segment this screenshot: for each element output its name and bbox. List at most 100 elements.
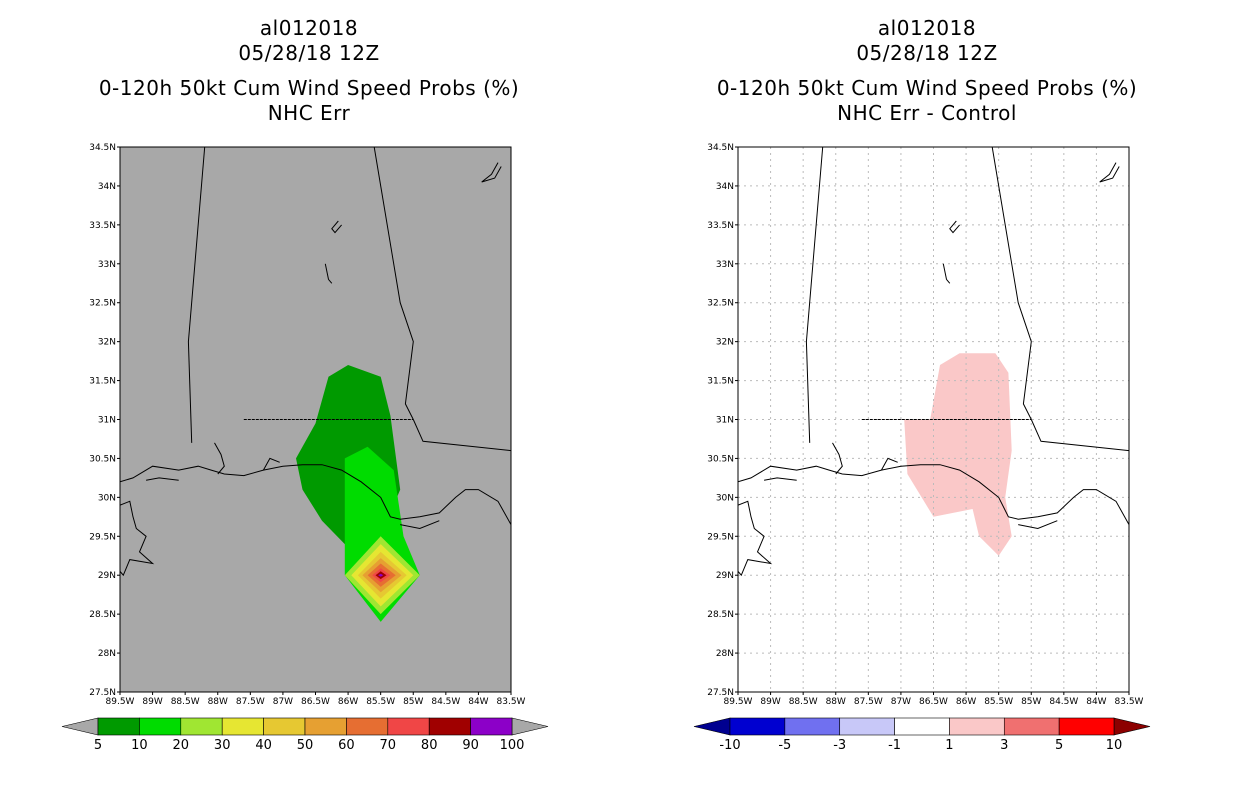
left-colorbar-swatch	[139, 717, 182, 736]
map-al-ms-border	[187, 147, 206, 443]
map-ms-islands	[146, 477, 179, 481]
map-ga-fl-border	[1030, 419, 1129, 452]
left-panel-titles: al012018 05/28/18 12Z 0-120h 50kt Cum Wi…	[0, 16, 618, 126]
left-colorbar-label: 10	[131, 738, 148, 753]
lat-tick-label: 29N	[98, 571, 116, 581]
lon-tick-label: 87.5W	[854, 697, 883, 707]
lat-tick-label: 28N	[716, 649, 734, 659]
lon-tick-label: 86.5W	[301, 697, 330, 707]
lat-tick-label: 34.5N	[89, 143, 116, 153]
lat-tick-label: 31N	[98, 416, 116, 426]
right-date: 05/28/18 12Z	[856, 41, 998, 65]
right-colorbar-swatch	[729, 717, 786, 736]
left-colorbar-label: 70	[380, 738, 397, 753]
left-colorbar-swatch	[263, 717, 306, 736]
lon-tick-label: 84.5W	[431, 697, 460, 707]
map-lake1	[331, 220, 342, 234]
lat-tick-label: 33.5N	[707, 221, 734, 231]
lat-tick-label: 31.5N	[89, 377, 116, 387]
lon-tick-label: 84W	[468, 697, 488, 707]
prob-region-90-100	[378, 573, 384, 577]
left-colorbar-swatch	[346, 717, 389, 736]
lat-tick-label: 28.5N	[89, 610, 116, 620]
lon-tick-label: 88.5W	[789, 697, 818, 707]
map-pensacola	[880, 457, 898, 471]
right-colorbar-label: -10	[719, 738, 740, 753]
left-colorbar-label: 30	[214, 738, 231, 753]
map-lake2	[942, 263, 951, 284]
lon-tick-label: 89W	[142, 697, 162, 707]
right-panel-titles: al012018 05/28/18 12Z 0-120h 50kt Cum Wi…	[618, 16, 1236, 126]
map-la-coast	[738, 500, 773, 577]
lon-tick-label: 88W	[826, 697, 846, 707]
left-colorbar-swatch	[428, 717, 471, 736]
left-colorbar-low-end	[61, 717, 99, 736]
lon-tick-label: 85.5W	[984, 697, 1013, 707]
lon-tick-label: 88W	[208, 697, 228, 707]
prob-region-1-3	[904, 353, 1012, 556]
lat-tick-label: 32N	[716, 338, 734, 348]
lat-tick-label: 29.5N	[707, 532, 734, 542]
left-colorbar-label: 80	[421, 738, 438, 753]
left-colorbar-high-end	[511, 717, 549, 736]
left-map-panel: 89.5W 89W 88.5W 88W 87.5W 87W 86.5W 86W 85.5W 85W…	[89, 143, 525, 707]
left-colorbar-label: 40	[255, 738, 272, 753]
lat-tick-label: 27.5N	[707, 688, 734, 698]
left-colorbar-label: 100	[500, 738, 525, 753]
map-st-george	[400, 520, 440, 530]
right-colorbar-high-end	[1113, 717, 1151, 736]
lon-tick-label: 83.5W	[497, 697, 526, 707]
map-bermuda	[481, 162, 502, 183]
lat-tick-label: 30N	[98, 493, 116, 503]
map-lake2	[324, 263, 333, 284]
left-colorbar-swatch	[180, 717, 223, 736]
lon-tick-label: 87W	[273, 697, 293, 707]
left-colorbar-label: 5	[94, 738, 102, 753]
map-plot-area	[738, 147, 1129, 692]
map-pensacola	[262, 457, 280, 471]
right-colorbar-swatch	[1003, 717, 1060, 736]
left-colorbar-label: 50	[297, 738, 314, 753]
lat-tick-label: 29N	[716, 571, 734, 581]
lat-tick-label: 28.5N	[707, 610, 734, 620]
right-colorbar-label: -3	[833, 738, 846, 753]
left-colorbar-swatch	[221, 717, 264, 736]
left-storm-id: al012018	[259, 16, 359, 40]
lat-tick-label: 34.5N	[707, 143, 734, 153]
lon-tick-label: 86W	[338, 697, 358, 707]
right-colorbar: -10 -5 -3 -1 1 3 5 10	[693, 717, 1151, 753]
lon-tick-label: 87.5W	[236, 697, 265, 707]
lon-tick-label: 86.5W	[919, 697, 948, 707]
lat-tick-label: 31.5N	[707, 377, 734, 387]
lat-tick-label: 29.5N	[89, 532, 116, 542]
right-colorbar-label: -5	[778, 738, 791, 753]
lat-tick-label: 34N	[98, 182, 116, 192]
lon-tick-label: 85W	[1021, 697, 1041, 707]
left-colorbar-swatch	[97, 717, 140, 736]
lon-tick-label: 83.5W	[1115, 697, 1144, 707]
lat-tick-label: 27.5N	[89, 688, 116, 698]
lat-tick-label: 28N	[98, 649, 116, 659]
map-la-coast	[120, 500, 155, 577]
right-title: 0-120h 50kt Cum Wind Speed Probs (%)	[716, 76, 1138, 100]
map-lake1	[949, 220, 960, 234]
left-colorbar-swatch	[387, 717, 430, 736]
lon-tick-label: 89.5W	[106, 697, 135, 707]
right-colorbar-label: 5	[1055, 738, 1063, 753]
left-date: 05/28/18 12Z	[238, 41, 380, 65]
lat-tick-label: 30N	[716, 493, 734, 503]
lat-tick-label: 32N	[98, 338, 116, 348]
right-colorbar-swatch	[784, 717, 841, 736]
right-colorbar-label: 3	[1000, 738, 1008, 753]
right-colorbar-label: 1	[945, 738, 953, 753]
right-colorbar-swatch	[949, 717, 1005, 736]
map-gulf-coast	[120, 464, 511, 525]
lat-tick-label: 31N	[716, 416, 734, 426]
map-bermuda	[1099, 162, 1120, 183]
right-storm-id: al012018	[877, 16, 977, 40]
left-colorbar-label: 90	[462, 738, 479, 753]
lon-tick-label: 87W	[891, 697, 911, 707]
right-colorbar-label: 10	[1106, 738, 1123, 753]
left-colorbar-label: 20	[173, 738, 190, 753]
